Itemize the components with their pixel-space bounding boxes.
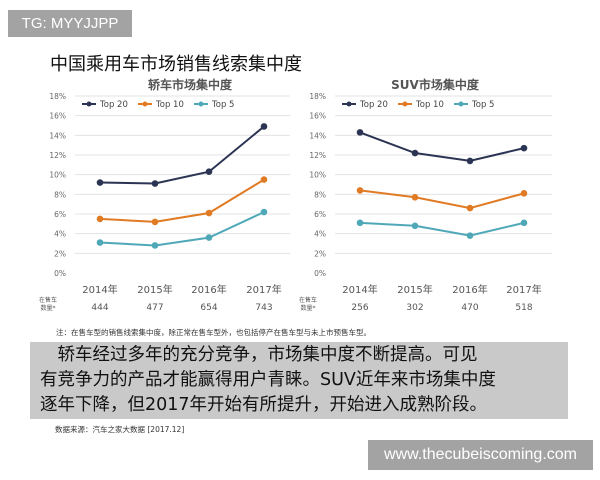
series-line (359, 221, 525, 237)
chart-title: SUV市场集中度 (391, 77, 480, 92)
data-point (466, 204, 474, 212)
data-point (96, 215, 104, 223)
y-tick-label: 2% (54, 249, 66, 258)
data-point (96, 179, 104, 186)
legend-label: Top 10 (155, 100, 184, 110)
y-tick-label: 6% (314, 210, 326, 219)
legend-marker (346, 101, 352, 107)
data-point (96, 239, 104, 246)
x-tick-label: 2015年 (137, 283, 172, 296)
data-point (205, 168, 213, 176)
data-point (411, 193, 419, 201)
summary-box: 轿车经过多年的充分竞争，市场集中度不断提高。可见 有竞争力的产品才能赢得用户青睐… (30, 342, 568, 419)
data-point (520, 144, 528, 152)
series-line (359, 131, 525, 162)
data-point (260, 123, 268, 130)
footnote: 注：在售车型的销售线索集中度，除正常在售车型外，也包括停产在售车型与未上市预售车… (56, 328, 371, 337)
legend-marker (142, 101, 148, 107)
y-tick-label: 16% (309, 112, 326, 121)
page-title: 中国乘用车市场销售线索集中度 (50, 54, 302, 75)
x-tick-label: 2016年 (191, 283, 226, 296)
count-row-label: 在售车数量* (298, 297, 317, 312)
count-value: 654 (200, 303, 217, 313)
y-tick-label: 6% (54, 210, 66, 219)
summary-line: 轿车经过多年的充分竞争，市场集中度不断提高。可见 (40, 345, 478, 365)
y-tick-label: 18% (49, 92, 66, 101)
legend-label: Top 20 (99, 100, 128, 110)
legend-marker (458, 101, 464, 107)
legend-label: Top 20 (359, 100, 388, 110)
data-point (466, 232, 474, 239)
data-point (466, 157, 474, 165)
y-tick-label: 12% (49, 151, 66, 160)
legend-marker (402, 101, 408, 107)
y-tick-label: 4% (314, 230, 326, 239)
data-point (356, 129, 364, 136)
x-tick-label: 2017年 (506, 283, 541, 296)
x-tick-label: 2015年 (397, 283, 432, 296)
data-point (411, 222, 419, 230)
count-value: 477 (146, 303, 163, 313)
data-point (151, 218, 159, 226)
legend-label: Top 10 (415, 100, 444, 110)
y-tick-label: 14% (309, 131, 326, 140)
legend-marker (198, 101, 204, 107)
x-tick-label: 2014年 (342, 283, 377, 296)
data-point (356, 187, 364, 194)
y-tick-label: 12% (309, 151, 326, 160)
x-tick-label: 2017年 (246, 283, 281, 296)
series-line (99, 211, 265, 247)
count-row-label: 在售车数量* (38, 297, 57, 312)
series-line (359, 189, 525, 210)
watermark-top-label: TG: MYYJJPP (8, 10, 132, 37)
y-tick-label: 2% (314, 249, 326, 258)
y-tick-label: 16% (49, 112, 66, 121)
count-value: 518 (515, 303, 532, 313)
count-value: 470 (461, 303, 478, 313)
data-point (520, 219, 528, 227)
series-line (99, 178, 265, 223)
y-tick-label: 0% (54, 269, 66, 278)
x-tick-label: 2014年 (82, 283, 117, 296)
summary-line: 有竞争力的产品才能赢得用户青睐。SUV近年来市场集中度 (40, 370, 496, 390)
data-point (356, 219, 364, 227)
charts-svg: 轿车市场集中度 0% 2% 4% 6% 8% 10% 12% 14% 16% 18% 2014年 444… (49, 77, 552, 313)
y-tick-label: 8% (314, 190, 326, 199)
data-point (205, 234, 213, 241)
y-tick-label: 8% (54, 190, 66, 199)
x-tick-label: 2016年 (452, 283, 487, 296)
y-tick-label: 14% (49, 131, 66, 140)
y-tick-label: 0% (314, 269, 326, 278)
y-tick-label: 10% (49, 171, 66, 180)
data-source: 数据来源：汽车之家大数据 [2017.12] (55, 425, 185, 434)
count-value: 256 (351, 303, 368, 313)
data-point (151, 242, 159, 249)
legend-label: Top 5 (471, 100, 494, 110)
data-point (260, 208, 268, 216)
chart-title: 轿车市场集中度 (148, 77, 233, 92)
data-point (205, 209, 213, 217)
watermark-bottom-label: www.thecubeiscoming.com (368, 440, 593, 470)
summary-line: 逐年下降，但2017年开始有所提升，开始进入成熟阶段。 (40, 395, 488, 415)
data-point (520, 190, 528, 197)
y-tick-label: 10% (309, 171, 326, 180)
y-tick-label: 4% (54, 230, 66, 239)
data-point (411, 149, 419, 157)
data-point (151, 180, 159, 187)
legend-marker (86, 101, 92, 107)
count-value: 743 (255, 303, 272, 313)
data-point (260, 176, 268, 183)
y-tick-label: 18% (309, 92, 326, 101)
count-value: 444 (91, 303, 108, 313)
legend-label: Top 5 (211, 100, 234, 110)
series-line (99, 125, 265, 185)
count-value: 302 (406, 303, 423, 313)
